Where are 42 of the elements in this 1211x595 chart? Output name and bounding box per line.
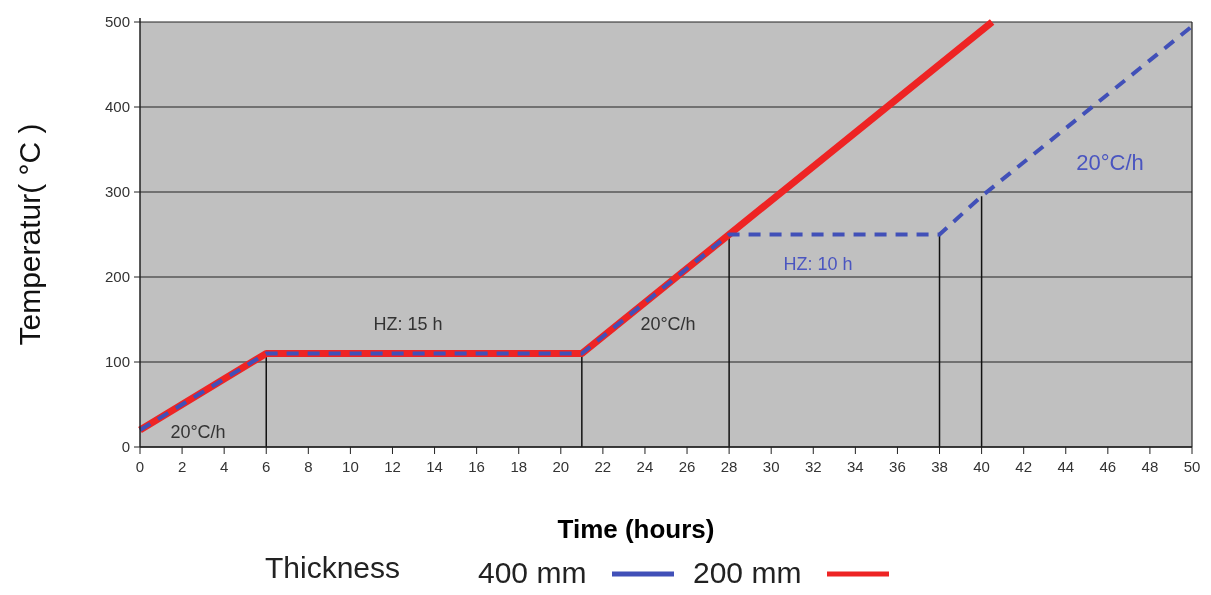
- x-tick-label: 36: [889, 458, 906, 475]
- annotation: HZ: 10 h: [783, 254, 853, 274]
- x-tick-label: 20: [552, 458, 570, 475]
- y-axis-title: Temperatur( °C ): [13, 123, 46, 346]
- x-tick-label: 50: [1183, 458, 1201, 475]
- x-tick-label: 40: [973, 458, 990, 475]
- annotation: 20°C/h: [640, 314, 696, 334]
- x-tick-label: 22: [594, 458, 612, 475]
- x-tick-label: 38: [931, 458, 948, 475]
- legend-title: Thickness: [265, 551, 401, 584]
- y-tick-label: 400: [104, 98, 130, 116]
- x-tick-label: 6: [262, 458, 271, 475]
- x-tick-label: 28: [720, 458, 738, 475]
- y-tick-label: 500: [104, 13, 130, 31]
- x-tick-label: 4: [219, 458, 229, 475]
- x-tick-label: 14: [426, 458, 443, 475]
- x-tick-label: 34: [847, 458, 864, 475]
- annotation: HZ: 15 h: [373, 314, 443, 334]
- x-tick-label: 18: [510, 458, 528, 475]
- annotation: 20°C/h: [1076, 150, 1144, 175]
- y-tick-label: 300: [104, 183, 130, 201]
- legend-label: 400 mm: [478, 556, 587, 589]
- x-tick-label: 24: [636, 458, 654, 475]
- x-tick-label: 10: [342, 458, 359, 475]
- annotation: 20°C/h: [170, 422, 226, 442]
- x-tick-label: 8: [304, 458, 313, 475]
- x-tick-label: 44: [1057, 458, 1075, 475]
- x-tick-label: 2: [177, 458, 187, 475]
- x-tick-label: 48: [1141, 458, 1159, 475]
- x-tick-label: 12: [384, 458, 401, 475]
- x-tick-label: 46: [1099, 458, 1117, 475]
- x-tick-label: 16: [468, 458, 485, 475]
- y-tick-label: 0: [121, 438, 130, 456]
- x-tick-label: 32: [804, 458, 822, 475]
- x-axis-title: Time (hours): [557, 514, 715, 544]
- y-tick-label: 200: [104, 268, 130, 286]
- y-tick-label: 100: [104, 353, 130, 371]
- x-tick-label: 30: [762, 458, 780, 475]
- x-tick-label: 26: [678, 458, 696, 475]
- legend-label: 200 mm: [693, 556, 802, 589]
- x-tick-label: 42: [1015, 458, 1033, 475]
- x-tick-label: 0: [135, 458, 145, 475]
